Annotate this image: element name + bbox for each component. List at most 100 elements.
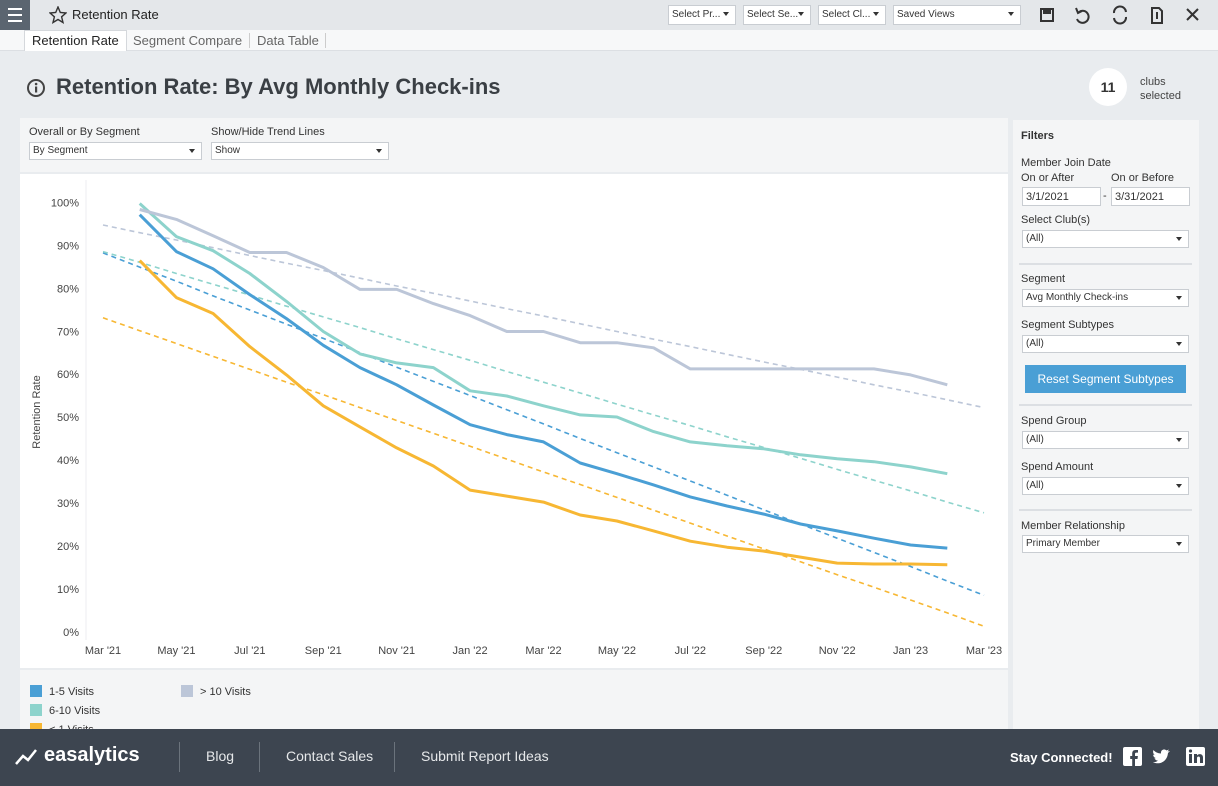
- facebook-icon[interactable]: [1123, 747, 1142, 766]
- filter-label: On or After: [1021, 172, 1075, 184]
- footer-separator: [179, 742, 180, 772]
- toolbar-title: Retention Rate: [72, 7, 159, 22]
- control-select[interactable]: Show: [211, 142, 389, 160]
- y-tick-label: 20%: [57, 541, 79, 553]
- legend-swatch: [30, 704, 42, 716]
- page-title: Retention Rate: By Avg Monthly Check-ins: [56, 74, 501, 99]
- control-select[interactable]: By Segment: [29, 142, 202, 160]
- select[interactable]: Select Pr...: [668, 5, 736, 25]
- filter-label: Member Join Date: [1021, 157, 1111, 169]
- series-line: [138, 213, 948, 550]
- filter-label: Spend Group: [1021, 415, 1087, 427]
- legend-label: < 1 Visits: [49, 724, 94, 729]
- footer-separator: [394, 742, 395, 772]
- filter-select[interactable]: (All): [1022, 477, 1189, 495]
- y-axis-title: Retention Rate: [31, 375, 43, 448]
- divider: [1019, 509, 1192, 511]
- select[interactable]: Select Se...: [743, 5, 811, 25]
- filter-select[interactable]: Avg Monthly Check-ins: [1022, 289, 1189, 307]
- tab[interactable]: Retention Rate: [32, 33, 119, 48]
- filter-label: Spend Amount: [1021, 461, 1094, 473]
- filter-label: Segment Subtypes: [1021, 319, 1114, 331]
- filter-select[interactable]: (All): [1022, 230, 1189, 248]
- x-tick-label: Jan '22: [453, 645, 488, 657]
- y-tick-label: 30%: [57, 498, 79, 510]
- footer: [0, 729, 1218, 786]
- download-icon[interactable]: [1151, 7, 1163, 24]
- select[interactable]: Select Cl...: [818, 5, 886, 25]
- y-tick-label: 10%: [57, 584, 79, 596]
- y-tick-label: 100%: [51, 197, 79, 209]
- legend-swatch: [30, 685, 42, 697]
- brand[interactable]: easalytics: [44, 744, 140, 766]
- filter-label: Segment: [1021, 273, 1066, 285]
- fullscreen-icon[interactable]: [1186, 8, 1199, 21]
- save-icon[interactable]: [1040, 8, 1054, 22]
- tab[interactable]: Data Table: [257, 33, 319, 48]
- filter-label: Select Club(s): [1021, 214, 1091, 226]
- y-tick-label: 40%: [57, 455, 79, 467]
- twitter-icon[interactable]: [1153, 749, 1170, 764]
- brand-logo: [15, 749, 37, 765]
- tab-separator: [249, 33, 250, 48]
- legend: 1-5 Visits 6-10 Visits < 1 Visits > 10 Visi…: [20, 670, 1008, 729]
- undo-icon[interactable]: [1075, 7, 1090, 24]
- filters-panel: Filters Member Join Date On or After On …: [1013, 120, 1199, 729]
- menu-button[interactable]: [0, 0, 30, 30]
- legend-item[interactable]: 1-5 Visits: [30, 685, 94, 698]
- footer-link[interactable]: Contact Sales: [286, 748, 374, 764]
- footer-link[interactable]: Submit Report Ideas: [421, 748, 549, 764]
- filters-title: Filters: [1021, 130, 1055, 142]
- x-tick-label: May '22: [598, 645, 636, 657]
- x-tick-label: Mar '23: [966, 645, 1002, 657]
- y-tick-label: 90%: [57, 240, 79, 252]
- x-tick-label: Jul '22: [675, 645, 706, 657]
- legend-item[interactable]: < 1 Visits: [30, 723, 94, 729]
- y-tick-label: 0%: [63, 627, 79, 639]
- x-tick-label: Sep '21: [305, 645, 342, 657]
- x-tick-label: Nov '21: [378, 645, 415, 657]
- trend-line: [102, 252, 985, 597]
- footer-separator: [259, 742, 260, 772]
- reset-button[interactable]: Reset Segment Subtypes: [1025, 365, 1186, 393]
- y-tick-label: 50%: [57, 412, 79, 424]
- series-line: [138, 202, 948, 476]
- date-input[interactable]: 3/1/2021: [1022, 187, 1101, 206]
- legend-label: > 10 Visits: [200, 686, 251, 698]
- menu-icon: [8, 8, 22, 22]
- info-icon[interactable]: [26, 78, 46, 98]
- footer-link[interactable]: Blog: [206, 748, 235, 764]
- linkedin-icon[interactable]: [1186, 747, 1205, 766]
- x-tick-label: Sep '22: [745, 645, 782, 657]
- tab-separator: [325, 33, 326, 48]
- series-line: [139, 208, 948, 387]
- saved-views[interactable]: Saved Views: [893, 5, 1021, 25]
- y-tick-label: 80%: [57, 283, 79, 295]
- filter-select[interactable]: Primary Member: [1022, 535, 1189, 553]
- divider: [1019, 263, 1192, 265]
- date-input[interactable]: 3/31/2021: [1111, 187, 1190, 206]
- favorite-icon[interactable]: [49, 6, 67, 24]
- control-label: Show/Hide Trend Lines: [211, 126, 325, 138]
- legend-item[interactable]: 6-10 Visits: [30, 704, 100, 717]
- x-tick-label: Jan '23: [893, 645, 928, 657]
- filter-label: On or Before: [1111, 172, 1174, 184]
- social-icons: [1123, 747, 1205, 766]
- tab[interactable]: Segment Compare: [133, 33, 243, 48]
- legend-swatch: [181, 685, 193, 697]
- y-tick-label: 70%: [57, 326, 79, 338]
- tab-bar: [0, 30, 1218, 51]
- series-line: [138, 259, 948, 567]
- filter-select[interactable]: (All): [1022, 335, 1189, 353]
- legend-label: 6-10 Visits: [49, 705, 101, 717]
- filter-select[interactable]: (All): [1022, 431, 1189, 449]
- x-tick-label: Mar '21: [85, 645, 121, 657]
- active-tab-frame: [24, 30, 127, 51]
- y-tick-label: 60%: [57, 369, 79, 381]
- clubs-count: 11: [1089, 68, 1127, 106]
- chart: Retention Rate 0% 10% 20% 30% 40% 50% 60% 70% 80…: [20, 174, 1008, 668]
- legend-item[interactable]: > 10 Visits: [181, 685, 251, 698]
- legend-label: 1-5 Visits: [49, 686, 95, 698]
- refresh-icon[interactable]: [1113, 5, 1127, 25]
